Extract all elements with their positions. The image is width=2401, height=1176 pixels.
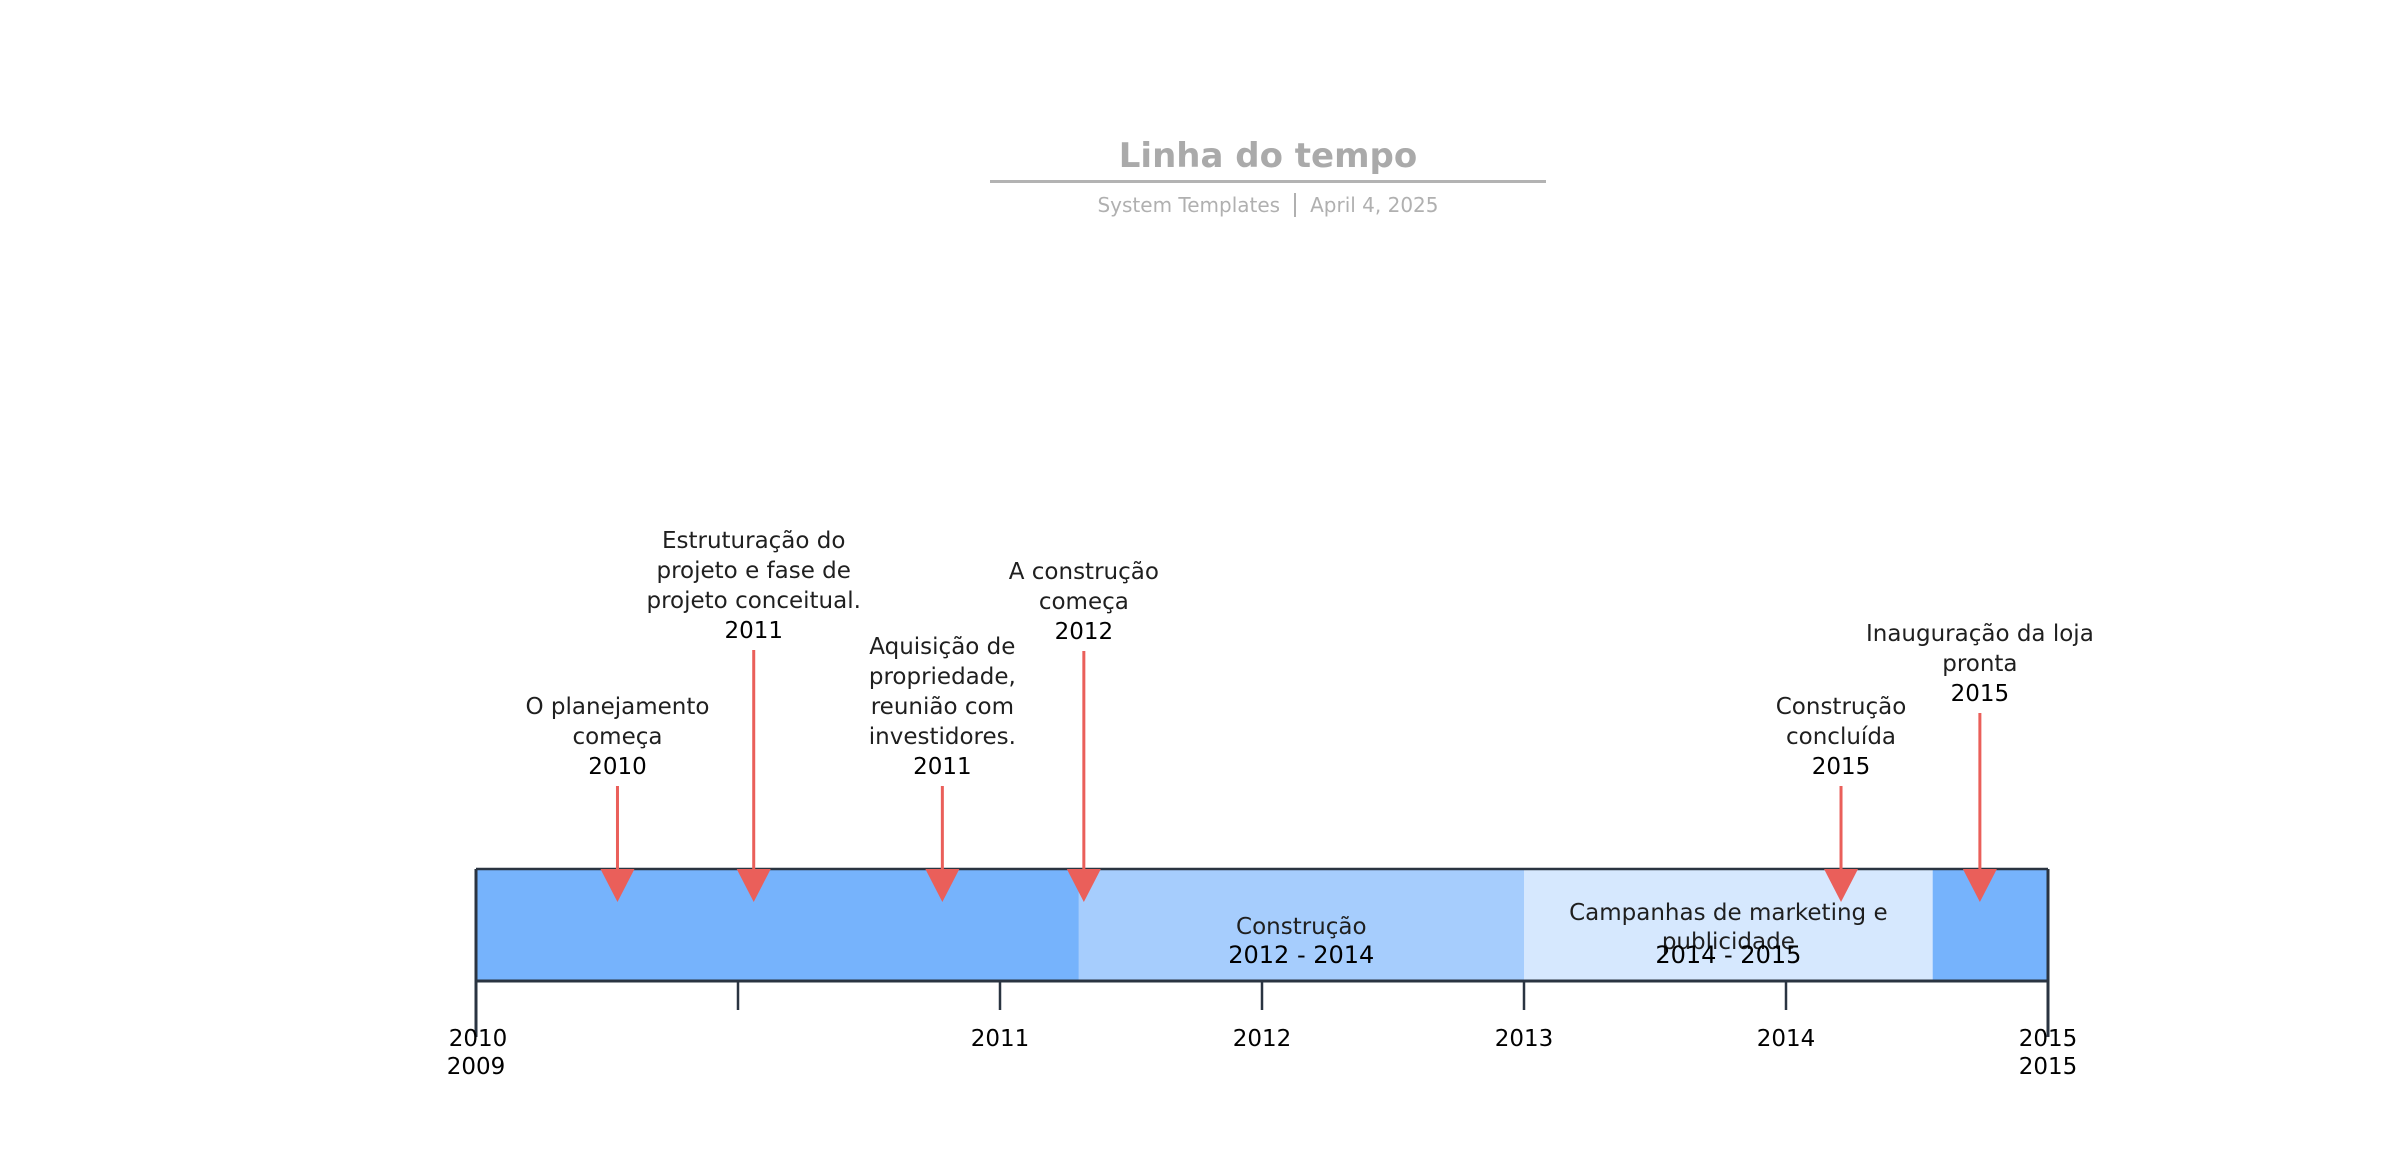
event-year: 2015 [1812, 754, 1871, 780]
event-description: propriedade, [869, 664, 1016, 690]
phase-name: Construção [1236, 914, 1367, 940]
event-year: 2010 [588, 754, 647, 780]
event-year: 2011 [913, 754, 972, 780]
event-year: 2012 [1055, 619, 1114, 645]
axis-end-label: 2015 [2019, 1054, 2078, 1080]
axis-tick-label: 2015 [2019, 1026, 2078, 1052]
event-description: projeto conceitual. [647, 588, 861, 614]
event-marker-icon [1066, 869, 1101, 902]
event-description: reunião com [871, 694, 1014, 720]
phase-name: publicidade [1662, 929, 1795, 955]
date-label: April 4, 2025 [1310, 193, 1439, 217]
author-label: System Templates [1097, 193, 1281, 217]
axis-tick-label: 2010 [449, 1026, 508, 1052]
event-description: projeto e fase de [657, 558, 851, 584]
event-description: começa [1039, 589, 1129, 615]
event-description: O planejamento [526, 694, 710, 720]
event-marker-icon [736, 869, 771, 902]
phase-name: Campanhas de marketing e [1569, 900, 1888, 926]
event-year: 2011 [724, 618, 783, 644]
event-description: Estruturação do [662, 528, 846, 554]
document-meta: System Templates April 4, 2025 [990, 193, 1546, 217]
timeline-header: Linha do tempo System Templates April 4,… [990, 132, 1546, 217]
event-description: começa [572, 724, 662, 750]
event-description: Construção [1776, 694, 1907, 720]
event-description: Inauguração da loja [1866, 621, 2094, 647]
event-marker-icon [1962, 869, 1997, 902]
event-marker-icon [925, 869, 960, 902]
phase-band [1524, 869, 1933, 981]
event-description: pronta [1942, 651, 2017, 677]
event-description: Aquisição de [869, 634, 1015, 660]
phase-range: 2014 - 2015 [1655, 941, 1801, 969]
event-year: 2015 [1951, 681, 2010, 707]
meta-divider [1294, 193, 1297, 217]
event-description: A construção [1009, 559, 1159, 585]
phase-range: 2012 - 2014 [1228, 941, 1374, 969]
event-description: investidores. [869, 724, 1016, 750]
axis-start-label: 2009 [447, 1054, 506, 1080]
event-description: concluída [1786, 724, 1896, 750]
page-title: Linha do tempo [990, 132, 1546, 183]
axis-tick-label: 2011 [971, 1026, 1030, 1052]
axis-tick-label: 2013 [1495, 1026, 1554, 1052]
phase-band [1078, 869, 1524, 981]
event-marker-icon [1824, 869, 1859, 902]
axis-tick-label: 2014 [1757, 1026, 1816, 1052]
event-marker-icon [600, 869, 635, 902]
axis-tick-label: 2012 [1233, 1026, 1292, 1052]
